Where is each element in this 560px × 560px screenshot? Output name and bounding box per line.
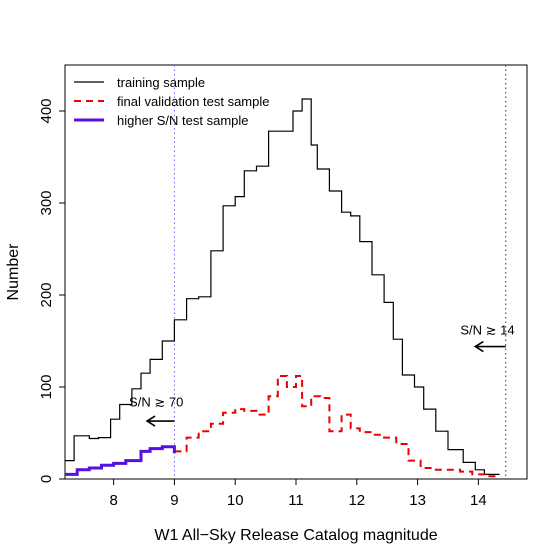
series-line-1 xyxy=(174,375,500,478)
series-2 xyxy=(65,445,176,476)
y-tick-label: 0 xyxy=(38,475,55,483)
annotation-arrowhead-0 xyxy=(145,415,156,427)
annotations: S/N ≳ 70 S/N ≳ 14 xyxy=(129,323,515,427)
y-tick-label: 100 xyxy=(38,374,55,399)
x-tick-label: 10 xyxy=(227,492,244,509)
y-tick-label: 300 xyxy=(38,190,55,215)
x-tick-label: 9 xyxy=(170,492,178,509)
series-line-2 xyxy=(65,445,176,476)
x-tick-label: 12 xyxy=(348,492,365,509)
annotation-arrowhead-1 xyxy=(473,340,484,353)
legend-label-1: final validation test sample xyxy=(117,94,269,109)
x-axis: 8 9 10 11 12 13 14 xyxy=(109,479,487,509)
series-layer xyxy=(65,98,500,478)
series-line-0 xyxy=(65,98,500,475)
x-axis-title: W1 All−Sky Release Catalog magnitude xyxy=(154,527,437,544)
y-tick-label: 200 xyxy=(38,282,55,307)
y-axis-title: Number xyxy=(5,243,22,301)
legend-label-2: higher S/N test sample xyxy=(117,113,249,128)
series-0 xyxy=(65,98,500,475)
series-1 xyxy=(174,375,500,478)
legend: training sample final validation test sam… xyxy=(74,75,269,128)
x-tick-label: 13 xyxy=(409,492,426,509)
annotation-label-1: S/N ≳ 14 xyxy=(460,323,514,338)
x-tick-label: 8 xyxy=(109,492,117,509)
legend-label-0: training sample xyxy=(117,75,205,90)
y-tick-label: 400 xyxy=(38,98,55,123)
reference-lines xyxy=(173,65,507,479)
x-tick-label: 14 xyxy=(470,492,487,509)
annotation-label-0: S/N ≳ 70 xyxy=(129,394,183,409)
y-axis: 0 100 200 300 400 xyxy=(38,98,65,483)
x-tick-label: 11 xyxy=(288,492,304,509)
